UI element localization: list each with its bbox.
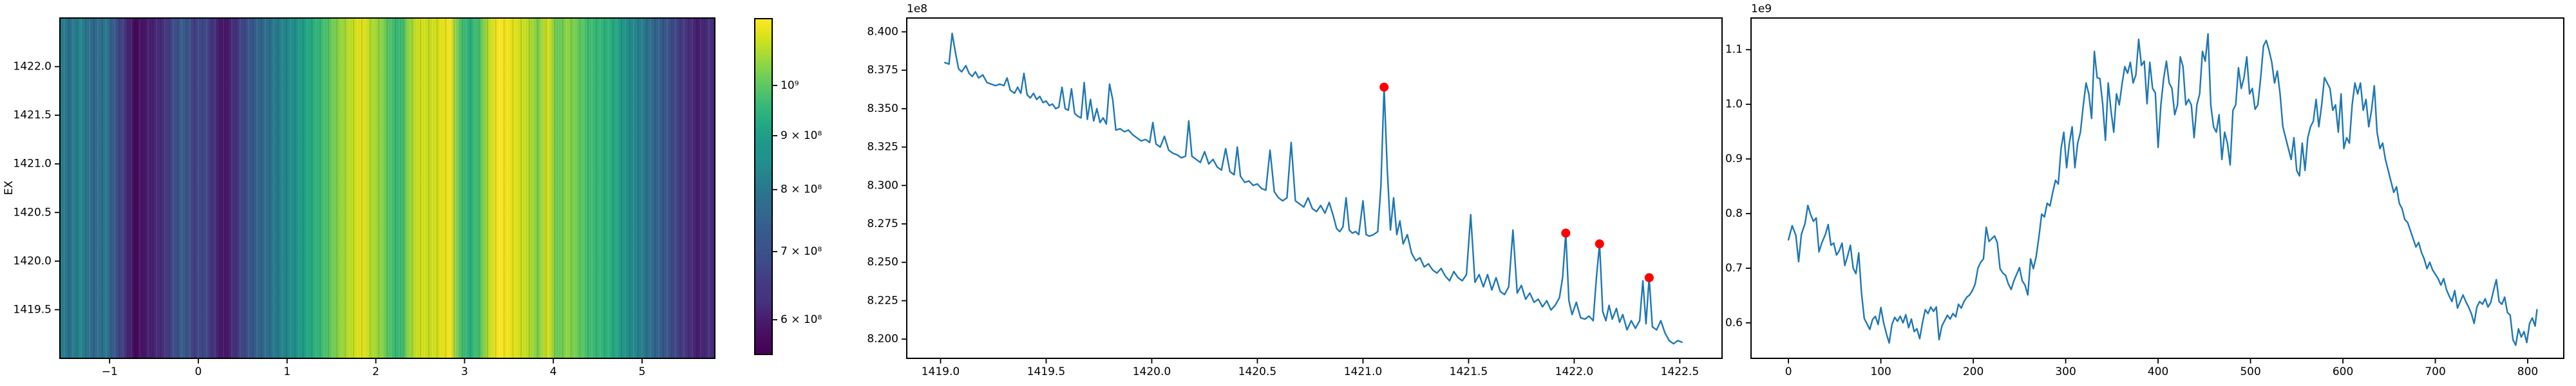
x-tick-label: 0 [1785,365,1792,378]
x-tick-label: 4 [550,365,557,378]
x-tick-label: 1420.0 [1133,365,1171,378]
y-tick-label: 8.300 [867,179,898,192]
peak-marker [1379,82,1389,92]
y-tick-label: 8.225 [867,294,898,307]
y-tick-label: 1422.0 [14,60,52,73]
y-tick-label: 8.200 [867,333,898,345]
y-tick-label: 1421.5 [14,109,52,122]
spectrum-offset-label: 1e8 [907,3,928,15]
colorbar-tick-label: 10⁹ [781,79,799,92]
colorbar-tick-label: 6 × 10⁸ [781,313,822,326]
axes-spines [906,17,1723,359]
x-tick-label: 500 [2240,365,2260,378]
y-tick-label: 8.250 [867,256,898,269]
colorbar [754,18,773,355]
y-tick-label: 1419.5 [14,303,52,316]
x-tick-label: 800 [2517,365,2538,378]
x-tick-label: 1422.0 [1555,365,1593,378]
x-tick-label: 700 [2425,365,2445,378]
x-tick-label: 3 [461,365,468,378]
y-tick-label: 0.6 [1725,317,1743,329]
x-tick-label: 1419.0 [922,365,960,378]
x-tick-label: 1421.5 [1450,365,1488,378]
colorbar-tick-label: 9 × 10⁸ [781,129,822,142]
y-tick-label: 8.350 [867,102,898,115]
colorbar-tick-label: 8 × 10⁸ [781,183,822,196]
y-tick-label: 1.0 [1725,98,1743,111]
x-tick-label: 1420.5 [1238,365,1276,378]
x-tick-label: 1422.5 [1661,365,1699,378]
y-tick-label: 8.400 [867,25,898,38]
y-tick-label: 8.325 [867,141,898,154]
peak-marker [1595,239,1604,249]
timeseries-offset-label: 1e9 [1751,3,1772,15]
x-tick-label: 5 [639,365,646,378]
x-tick-label: 0 [195,365,202,378]
x-tick-label: 600 [2333,365,2353,378]
x-tick-label: 300 [2055,365,2076,378]
y-tick-label: 0.8 [1725,207,1743,220]
peak-marker [1644,273,1654,282]
x-tick-label: 200 [1963,365,1984,378]
y-tick-label: 8.375 [867,64,898,77]
y-tick-label: 1420.0 [14,255,52,268]
heatmap-ylabel: EX [3,180,15,196]
x-tick-label: 2 [372,365,379,378]
y-tick-label: 8.275 [867,217,898,230]
x-tick-label: 100 [1870,365,1891,378]
data-line [1787,33,2538,346]
x-tick-label: −1 [102,365,118,378]
y-tick-label: 0.7 [1725,262,1743,275]
x-tick-label: 1419.5 [1027,365,1065,378]
axes-spines [1750,17,2564,359]
x-tick-label: 1421.0 [1344,365,1382,378]
peak-marker [1561,228,1571,238]
y-tick-label: 1.1 [1725,43,1743,56]
data-line [943,32,1683,345]
y-tick-label: 1421.0 [14,158,52,170]
y-tick-label: 0.9 [1725,152,1743,165]
x-tick-label: 400 [2148,365,2168,378]
heatmap-image [60,18,715,358]
colorbar-tick-label: 7 × 10⁸ [781,245,822,258]
x-tick-label: 1 [283,365,290,378]
y-tick-label: 1420.5 [14,206,52,219]
